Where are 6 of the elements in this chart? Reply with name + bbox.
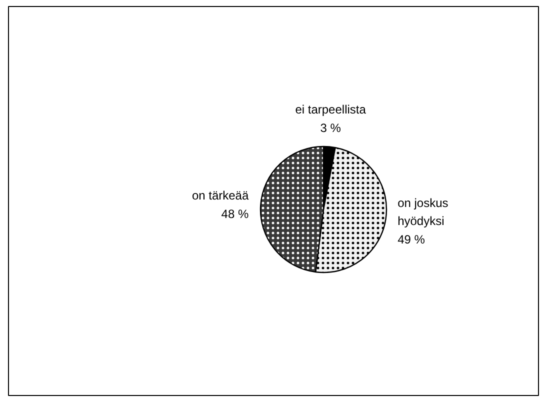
- data-label: 48 %: [221, 206, 249, 221]
- slice-label: on tärkeää: [192, 188, 249, 203]
- data-label: 3 %: [320, 120, 342, 135]
- slice-label: on joskus hyödyksi: [398, 196, 448, 228]
- data-label: 49 %: [398, 232, 426, 246]
- slice-label: ei tarpeellista: [295, 102, 366, 117]
